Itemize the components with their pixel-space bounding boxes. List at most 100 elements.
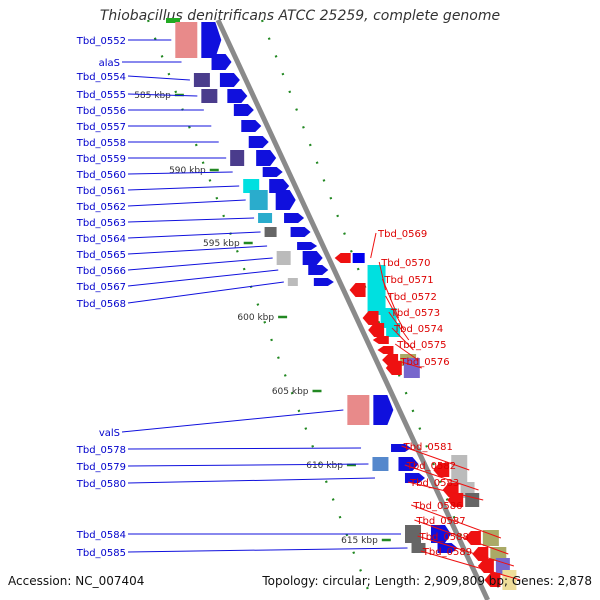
reverse-arrow-icon — [385, 361, 402, 375]
leader-line-Tbd_0562 — [127, 199, 246, 207]
gene-block-valS — [347, 395, 370, 425]
gene-label-Tbd_0582: Tbd_0582 — [406, 461, 456, 472]
gene-block-Tbd_0564 — [264, 227, 277, 237]
leader-line-Tbd_0566 — [127, 257, 273, 271]
forward-arrow-icon — [201, 22, 222, 58]
leader-line-Tbd_0582 — [404, 464, 479, 491]
gene-label-Tbd_0589: Tbd_0589 — [422, 547, 472, 558]
leader-line-Tbd_0586 — [411, 504, 502, 539]
reverse-arrow-icon — [447, 493, 464, 507]
gene-block-Tbd_0561 — [243, 179, 260, 193]
gene-label-Tbd_0579: Tbd_0579 — [76, 462, 126, 473]
leader-line-Tbd_0574 — [391, 327, 414, 351]
kbp-tick-label: 595 kbp — [203, 239, 240, 249]
leader-line-Tbd_0579 — [127, 463, 369, 467]
gene-label-Tbd_0572: Tbd_0572 — [387, 292, 437, 303]
gene-label-Tbd_0561: Tbd_0561 — [76, 186, 126, 197]
forward-arrow-icon — [290, 227, 311, 237]
leader-line-Tbd_0589 — [420, 550, 521, 581]
gene-label-Tbd_0563: Tbd_0563 — [76, 218, 126, 229]
kbp-tick-label: 615 kbp — [341, 536, 378, 546]
gene-block-Tbd_0589 — [502, 570, 517, 590]
forward-arrow-icon — [297, 242, 318, 250]
gene-block-Tbd_0576 — [403, 358, 420, 378]
forward-arrow-icon — [391, 444, 412, 452]
reverse-arrow-icon — [484, 573, 501, 587]
gene-block-Tbd_0566 — [276, 251, 291, 265]
gene-label-Tbd_0575: Tbd_0575 — [396, 340, 446, 351]
gene-block-Tbd_0570 — [367, 265, 386, 315]
gene-label-Tbd_0564: Tbd_0564 — [76, 234, 126, 245]
map-title: Thiobacillus denitrificans ATCC 25259, c… — [99, 8, 501, 24]
top-partial-gene — [166, 18, 180, 23]
gene-block-Tbd_0563 — [258, 213, 273, 223]
forward-arrow-icon — [227, 89, 248, 103]
kbp-tick-label: 610 kbp — [306, 461, 343, 471]
leader-line-Tbd_0587 — [414, 519, 509, 555]
gene-label-Tbd_0560: Tbd_0560 — [76, 170, 126, 181]
gene-label-Tbd_0565: Tbd_0565 — [76, 250, 126, 261]
forward-arrow-icon — [248, 136, 269, 148]
forward-arrow-icon — [437, 543, 458, 553]
forward-arrow-icon — [256, 150, 277, 166]
gene-block-Tbd_0579 — [372, 457, 389, 471]
leader-line-Tbd_0565 — [127, 245, 268, 255]
gene-label-Tbd_0566: Tbd_0566 — [76, 266, 126, 277]
forward-arrow-icon — [275, 190, 296, 210]
gene-label-Tbd_0559: Tbd_0559 — [76, 154, 126, 165]
gene-block-Tbd_0552 — [175, 22, 198, 58]
forward-arrow-icon — [219, 73, 240, 87]
reverse-arrow-icon — [472, 547, 489, 561]
leader-line-Tbd_0567 — [127, 269, 279, 287]
leader-line-Tbd_0569 — [370, 232, 377, 259]
forward-arrow-icon — [211, 54, 232, 70]
leader-line-Tbd_0583 — [407, 481, 484, 501]
forward-arrow-icon — [302, 251, 323, 265]
gene-label-valS: valS — [99, 428, 120, 439]
forward-arrow-icon — [431, 525, 452, 543]
reverse-arrow-icon — [362, 311, 379, 325]
gene-label-Tbd_0568: Tbd_0568 — [76, 299, 126, 310]
reverse-arrow-icon — [464, 531, 481, 545]
forward-arrow-icon — [262, 167, 283, 177]
gene-label-Tbd_0567: Tbd_0567 — [76, 282, 126, 293]
reverse-arrow-icon — [433, 463, 450, 477]
leader-line-Tbd_0576 — [398, 360, 422, 369]
gene-label-Tbd_0569: Tbd_0569 — [377, 229, 427, 240]
topology-text: Topology: circular; Length: 2,909,809 bp… — [262, 574, 592, 588]
forward-arrow-icon — [269, 179, 290, 193]
gene-label-Tbd_0576: Tbd_0576 — [399, 357, 449, 368]
accession-text: Accession: NC_007404 — [8, 574, 145, 588]
gene-label-alaS: alaS — [99, 58, 120, 69]
gene-label-Tbd_0555: Tbd_0555 — [76, 90, 126, 101]
gene-label-Tbd_0571: Tbd_0571 — [383, 275, 433, 286]
gene-label-Tbd_0557: Tbd_0557 — [76, 122, 126, 133]
reverse-arrow-icon — [368, 323, 385, 337]
reverse-arrow-icon — [377, 346, 394, 354]
leader-line-Tbd_0575 — [394, 343, 419, 361]
kbp-tick-label: 605 kbp — [272, 387, 309, 397]
leader-line-Tbd_0571 — [381, 278, 400, 319]
gene-block-Tbd_0569 — [352, 253, 365, 263]
gene-label-Tbd_0552: Tbd_0552 — [76, 36, 126, 47]
forward-arrow-icon — [313, 278, 334, 286]
gene-label-Tbd_0573: Tbd_0573 — [390, 308, 440, 319]
gene-block-Tbd_0583 — [465, 493, 480, 507]
gene-block-Tbd_0559 — [230, 150, 245, 166]
leader-line-Tbd_0580 — [127, 477, 375, 484]
gene-block-Tbd_0568 — [287, 278, 298, 286]
leader-line-Tbd_0578 — [127, 447, 362, 450]
gene-label-Tbd_0574: Tbd_0574 — [393, 324, 443, 335]
gene-label-Tbd_0580: Tbd_0580 — [76, 479, 126, 490]
forward-arrow-icon — [241, 120, 262, 132]
leader-line-Tbd_0560 — [127, 171, 233, 175]
gene-label-Tbd_0558: Tbd_0558 — [76, 138, 126, 149]
leader-line-Tbd_0588 — [417, 535, 515, 567]
gene-label-Tbd_0562: Tbd_0562 — [76, 202, 126, 213]
leader-line-Tbd_0573 — [388, 311, 410, 341]
gene-block-Tbd_0586 — [482, 530, 499, 546]
leader-line-valS — [121, 409, 344, 433]
kbp-tick-label: 590 kbp — [169, 166, 206, 176]
